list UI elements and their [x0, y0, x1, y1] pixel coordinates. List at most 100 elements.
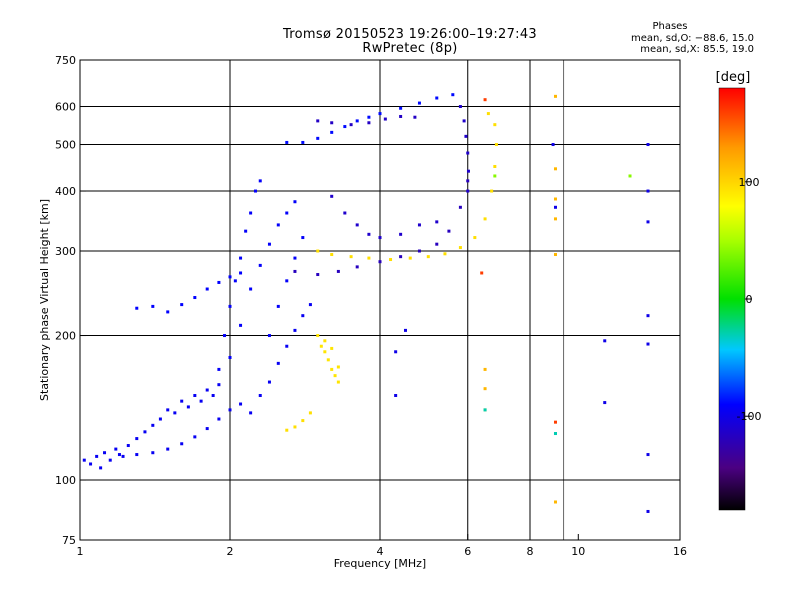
data-point — [646, 342, 650, 346]
data-point — [323, 350, 327, 354]
data-point — [483, 387, 487, 391]
y-tick-label: 75 — [62, 534, 76, 547]
data-point — [323, 339, 327, 343]
colorbar-tick-label: -100 — [737, 410, 762, 423]
data-point — [466, 151, 470, 155]
data-point — [258, 394, 262, 398]
data-point — [443, 252, 447, 256]
chart-title: Tromsø 20150523 19:26:00–19:27:43 — [282, 27, 538, 42]
data-point — [458, 105, 462, 109]
data-point — [464, 134, 468, 138]
data-point — [646, 189, 650, 193]
data-point — [553, 94, 557, 98]
data-point — [494, 143, 498, 147]
data-point — [378, 236, 382, 240]
data-point — [435, 96, 439, 100]
data-point — [285, 428, 289, 432]
data-point — [451, 93, 455, 97]
data-point — [646, 220, 650, 224]
data-point — [483, 98, 487, 102]
data-point — [158, 417, 162, 421]
data-point — [316, 334, 320, 338]
data-point — [151, 451, 155, 455]
data-point — [293, 425, 297, 429]
data-point — [394, 350, 398, 354]
data-point — [316, 273, 320, 277]
chart-subtitle: RwPretec (8p) — [362, 41, 458, 56]
data-point — [417, 249, 421, 253]
data-point — [417, 101, 421, 105]
data-point — [108, 458, 112, 462]
data-point — [383, 117, 387, 121]
data-point — [343, 125, 347, 129]
data-point — [228, 275, 232, 279]
data-point — [151, 423, 155, 427]
data-point — [166, 447, 170, 451]
data-point — [447, 229, 451, 233]
colorbar-tick-label: 100 — [739, 176, 760, 189]
data-point — [228, 304, 232, 308]
data-point — [330, 253, 334, 257]
data-point — [217, 280, 221, 284]
colorbar-tick-label: 0 — [746, 293, 753, 306]
data-point — [462, 119, 466, 123]
data-point — [205, 287, 209, 291]
data-point — [89, 462, 93, 466]
y-axis-ticks: 75 100 200 300 400 500 600 750 — [55, 54, 86, 547]
y-tick-label: 600 — [55, 101, 76, 114]
data-point — [285, 344, 289, 348]
data-point — [330, 367, 334, 371]
x-axis-label: Frequency [MHz] — [334, 557, 426, 570]
data-point — [435, 220, 439, 224]
data-point — [336, 380, 340, 384]
data-point — [193, 435, 197, 439]
data-point — [399, 255, 403, 259]
data-point — [180, 399, 184, 403]
data-point — [239, 323, 243, 327]
data-point — [217, 367, 221, 371]
colorbar — [718, 87, 746, 511]
data-point — [173, 411, 177, 415]
y-axis-label: Stationary phase Virtual Height [km] — [38, 199, 51, 401]
data-point — [293, 269, 297, 273]
data-point — [301, 140, 305, 144]
data-point — [180, 303, 184, 307]
data-point — [205, 427, 209, 431]
data-point — [399, 114, 403, 118]
data-point — [466, 179, 470, 183]
data-point — [553, 167, 557, 171]
data-point — [285, 211, 289, 215]
x-tick-label: 10 — [571, 545, 585, 558]
data-point — [151, 304, 155, 308]
data-point — [493, 123, 497, 127]
data-point — [193, 296, 197, 300]
data-point — [399, 232, 403, 236]
data-point — [458, 205, 462, 209]
data-point — [628, 174, 632, 178]
data-point — [367, 232, 371, 236]
y-tick-label: 400 — [55, 185, 76, 198]
data-point — [426, 255, 430, 259]
data-point — [326, 358, 330, 362]
data-point — [483, 217, 487, 221]
data-point — [349, 255, 353, 259]
data-point — [239, 402, 243, 406]
data-point — [258, 179, 262, 183]
data-point — [82, 458, 86, 462]
x-tick-label: 8 — [527, 545, 534, 558]
data-point — [233, 279, 237, 283]
data-point — [355, 265, 359, 269]
data-point — [349, 123, 353, 127]
data-point — [399, 106, 403, 110]
data-point — [285, 279, 289, 283]
data-point — [413, 115, 417, 119]
y-tick-label: 300 — [55, 245, 76, 258]
data-point — [553, 500, 557, 504]
data-point — [199, 399, 203, 403]
data-point — [186, 405, 190, 409]
data-point — [249, 287, 253, 291]
data-point — [483, 408, 487, 412]
data-point — [293, 200, 297, 204]
data-point — [493, 164, 497, 168]
